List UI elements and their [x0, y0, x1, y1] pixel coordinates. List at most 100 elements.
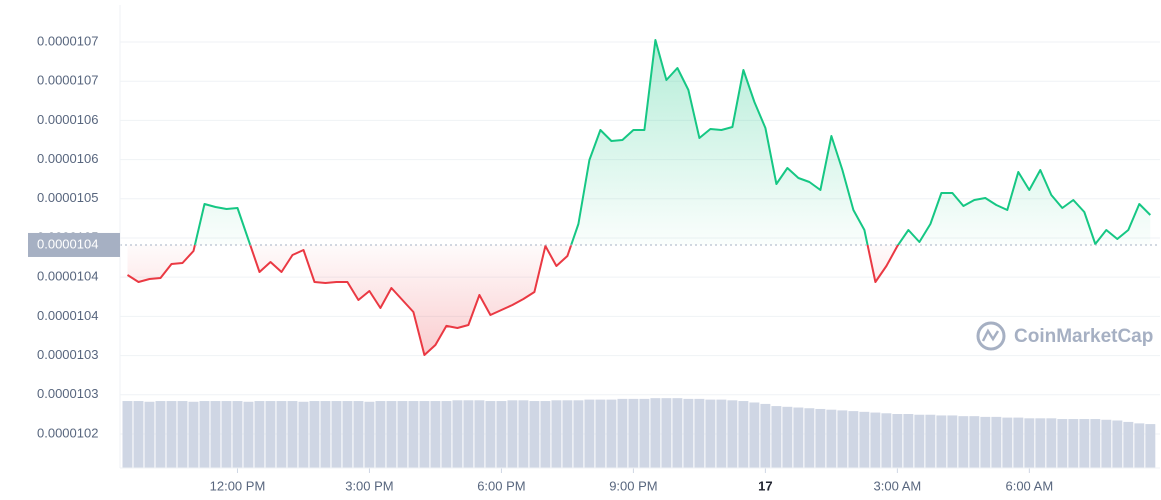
y-tick-label: 0.0000107 [37, 73, 98, 88]
area-up [194, 40, 1151, 245]
volume-bar [441, 401, 452, 468]
volume-bar [958, 416, 969, 468]
lines [120, 39, 1160, 356]
axes: 0.0000107 0.0000107 0.0000106 0.0000106 0.00… [28, 5, 1160, 493]
volume-bar [210, 401, 221, 468]
volume-bar [320, 401, 331, 468]
volume-bar [133, 401, 144, 468]
watermark-logo [976, 321, 1006, 351]
volume-bar [815, 408, 826, 468]
volume-bar [144, 401, 155, 468]
x-tick-label: 3:00 AM [874, 478, 922, 493]
volume-bar [298, 401, 309, 468]
y-tick-label: 0.0000104 [37, 308, 98, 323]
volume-bar [892, 414, 903, 468]
volume-bar [914, 414, 925, 468]
volume-bar [1035, 418, 1046, 468]
volume-bar [749, 402, 760, 468]
volume-bar [232, 401, 243, 468]
x-tick-label: 6:00 AM [1005, 478, 1053, 493]
volume-bar [265, 401, 276, 468]
watermark-logo-mark [981, 328, 1000, 342]
volume-bar [375, 401, 386, 468]
volume-bar [1079, 419, 1090, 468]
area-down [127, 244, 1151, 355]
volume-bar [716, 399, 727, 468]
volume-bar [947, 415, 958, 468]
volume-bar [463, 400, 474, 468]
volume-bar [397, 401, 408, 468]
reference-label: 0.0000104 [37, 236, 98, 251]
volume-bar [1002, 417, 1013, 468]
y-tick-label: 0.0000103 [37, 347, 98, 362]
volume-bar [386, 401, 397, 468]
volume-bar [705, 399, 716, 468]
watermark: CoinMarketCap [976, 321, 1153, 351]
volume-bar [474, 400, 485, 468]
volume-bar [430, 401, 441, 468]
volume-bar [760, 403, 771, 468]
volume-bar [595, 399, 606, 468]
y-tick-label: 0.0000104 [37, 269, 98, 284]
volume-bar [518, 400, 529, 468]
volume-bar [771, 406, 782, 468]
volume-bar [1024, 418, 1035, 468]
volume-bar [617, 398, 628, 468]
volume-bar [331, 401, 342, 468]
y-tick-label: 0.0000107 [37, 33, 98, 48]
volume-bar [804, 408, 815, 468]
x-tick-label: 3:00 PM [345, 478, 393, 493]
volume-bar [177, 401, 188, 468]
volume-bar [529, 401, 540, 468]
x-tick-label: 9:00 PM [609, 478, 657, 493]
volume-bar [793, 407, 804, 468]
volume-bar [1134, 423, 1145, 468]
x-tick-label: 17 [758, 478, 772, 493]
y-tick-label: 0.0000103 [37, 386, 98, 401]
volume-bar [562, 400, 573, 468]
volume-bar [738, 401, 749, 468]
volume-bars [122, 398, 1156, 468]
volume-bar [199, 401, 210, 468]
volume-bar [859, 411, 870, 468]
volume-bar [881, 413, 892, 468]
volume-bar [408, 401, 419, 468]
volume-bar [837, 410, 848, 468]
volume-bar [1068, 419, 1079, 468]
volume-bar [584, 399, 595, 468]
volume-bar [925, 414, 936, 468]
x-tick-label: 6:00 PM [477, 478, 525, 493]
volume-bar [694, 398, 705, 468]
volume-bar [309, 401, 320, 468]
volume-bar [221, 401, 232, 468]
volume-bar [782, 406, 793, 468]
reference-label-box [28, 232, 120, 257]
volume-bar [122, 401, 133, 468]
volume-bar [969, 416, 980, 468]
volume-bar [650, 398, 661, 468]
volume-bar [991, 416, 1002, 468]
y-tick-label: 0.0000105 [37, 190, 98, 205]
volume-bar [254, 401, 265, 468]
y-tick-label: 0.0000106 [37, 151, 98, 166]
price-line-up [193, 39, 1152, 245]
volume-bar [1046, 418, 1057, 468]
volume-bar [1101, 419, 1112, 468]
volume-bar [903, 414, 914, 468]
volume-bar [276, 401, 287, 468]
volume-bar [936, 415, 947, 468]
volume-bar [155, 401, 166, 468]
price-line-down [126, 244, 1096, 356]
volume-bar [342, 401, 353, 468]
volume-bar [661, 398, 672, 468]
volume-bar [826, 409, 837, 468]
volume-bar [1090, 419, 1101, 468]
volume-bar [551, 400, 562, 468]
volume-bar [166, 401, 177, 468]
volume-bar [507, 400, 518, 468]
volume-bar [628, 398, 639, 468]
volume-bar [639, 398, 650, 468]
volume-bar [364, 401, 375, 468]
volume-bar [727, 400, 738, 468]
